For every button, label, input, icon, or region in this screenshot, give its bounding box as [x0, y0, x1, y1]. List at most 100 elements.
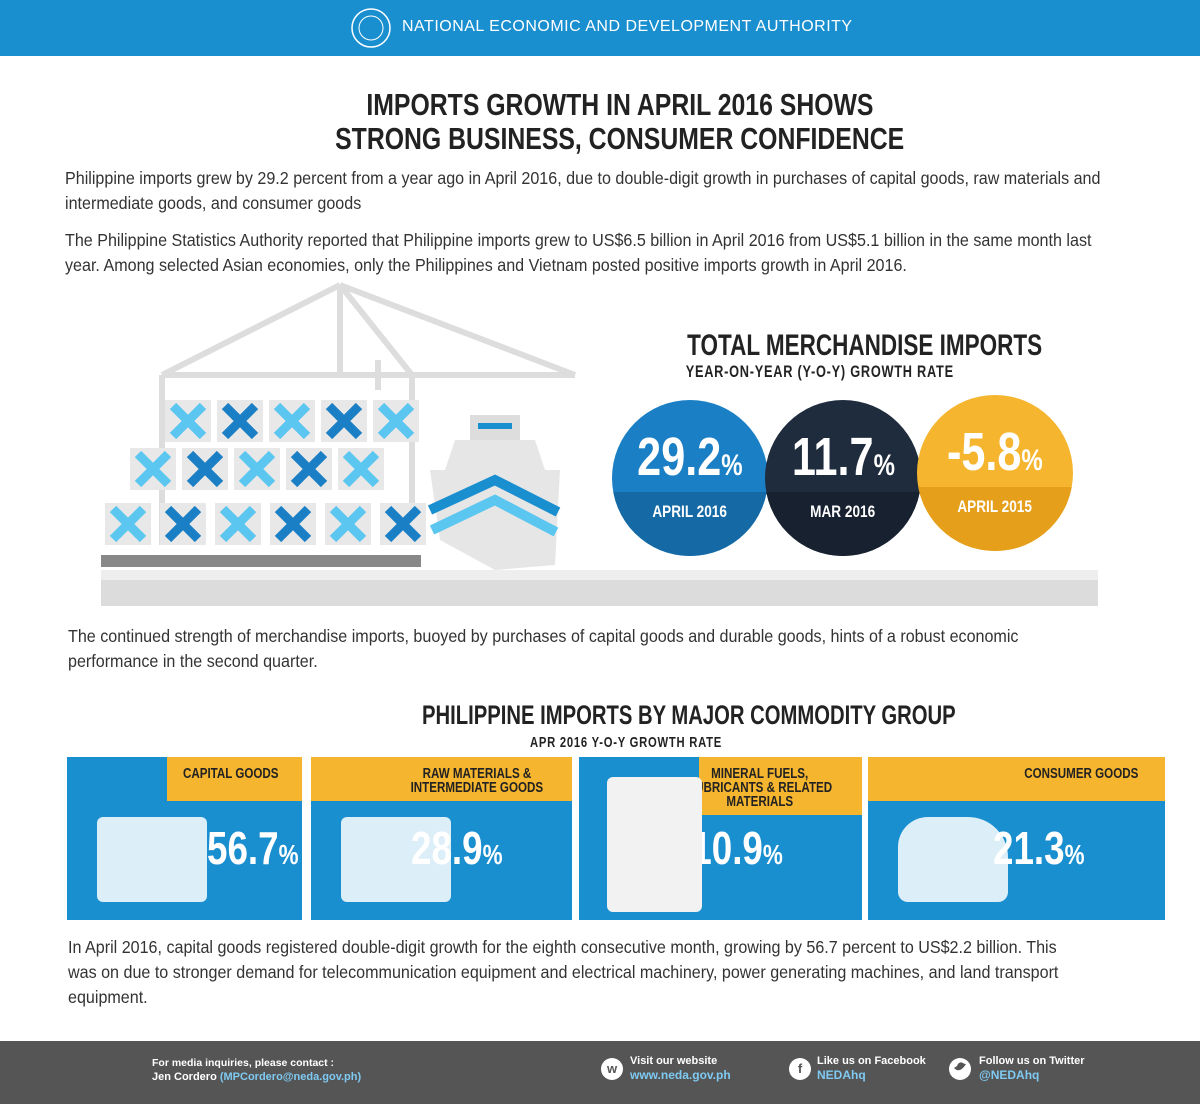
contact-name: Jen Cordero	[152, 1071, 217, 1083]
text: MATERIALS	[726, 794, 794, 810]
contact-email[interactable]: (MPCordero@neda.gov.ph)	[219, 1071, 362, 1083]
icon	[601, 1058, 623, 1080]
group-name: RAW MATERIALS & INTERMEDIATE GOODS	[394, 767, 560, 796]
text: The Philippine Statistics Authority repo…	[65, 230, 1092, 275]
group-icon	[607, 777, 702, 912]
circle-value: 11.7%	[753, 426, 933, 488]
commodity-panel: CONSUMER GOODS 21.3%	[868, 757, 1165, 920]
value: 56.7	[207, 822, 279, 874]
name-line: CAPITAL GOODS	[171, 766, 291, 782]
link-label: Like us on Facebook	[817, 1055, 926, 1067]
section-title: PHILIPPINE IMPORTS BY MAJOR COMMODITY GR…	[333, 700, 956, 731]
section-subtitle: YEAR-ON-YEAR (Y-O-Y) GROWTH RATE	[620, 362, 1020, 382]
text: TOTAL MERCHANDISE IMPORTS	[687, 329, 1043, 362]
unit: %	[1064, 839, 1085, 870]
header-bar	[0, 0, 1200, 56]
text: MINERAL FUELS,	[711, 766, 809, 782]
circle-value: -5.8%	[905, 421, 1085, 483]
contact: Jen Cordero (MPCordero@neda.gov.ph)	[152, 1071, 361, 1083]
container	[217, 400, 263, 442]
text: The continued strength of merchandise im…	[68, 626, 1019, 671]
text: YEAR-ON-YEAR (Y-O-Y) GROWTH RATE	[685, 362, 955, 381]
panel-header	[167, 757, 302, 801]
link-label: Visit our website	[630, 1055, 718, 1067]
paragraph: Philippine imports grew by 29.2 percent …	[65, 166, 1200, 216]
containers	[105, 400, 426, 545]
footer-bar	[0, 1041, 1200, 1104]
value: -5.8	[947, 422, 1022, 482]
name-line: LUBRICANTS & RELATED	[670, 780, 850, 796]
circle-label: APRIL 2015	[915, 497, 1075, 517]
group-name: CONSUMER GOODS	[1010, 767, 1153, 782]
container	[325, 503, 371, 545]
dock	[101, 555, 421, 567]
panel-header	[868, 757, 1165, 801]
container	[286, 448, 332, 490]
unit: %	[482, 839, 503, 870]
unit: %	[873, 449, 895, 482]
section-subtitle: APR 2016 Y-O-Y GROWTH RATE	[426, 734, 826, 751]
twitter-icon	[954, 1062, 966, 1071]
value-wrap: 56.7%	[207, 821, 299, 875]
title-line: STRONG BUSINESS, CONSUMER CONFIDENCE	[335, 121, 905, 156]
container	[234, 448, 280, 490]
link-value[interactable]: www.neda.gov.ph	[630, 1068, 731, 1082]
unit: %	[721, 449, 743, 482]
container	[380, 503, 426, 545]
value-wrap: 11.7%	[791, 426, 894, 488]
container	[215, 503, 261, 545]
link-value[interactable]: NEDAhq	[817, 1068, 866, 1082]
name-line: INTERMEDIATE GOODS	[394, 780, 560, 796]
logo	[351, 8, 391, 48]
container	[373, 400, 419, 442]
container	[182, 448, 228, 490]
text: CAPITAL GOODS	[182, 766, 279, 782]
label: APRIL 2015	[957, 497, 1033, 516]
container	[338, 448, 384, 490]
value-wrap: 29.2%	[637, 426, 742, 488]
text: LUBRICANTS & RELATED	[687, 780, 832, 796]
label: MAR 2016	[810, 502, 876, 521]
org-name: NATIONAL ECONOMIC AND DEVELOPMENT AUTHOR…	[402, 18, 853, 35]
text: PHILIPPINE IMPORTS BY MAJOR COMMODITY GR…	[421, 700, 956, 730]
ship	[427, 415, 561, 570]
panel-header	[699, 757, 862, 815]
icon-letter: f	[797, 1061, 803, 1076]
paragraph: The Philippine Statistics Authority repo…	[65, 228, 1200, 278]
container	[105, 503, 151, 545]
ground-top	[101, 570, 1098, 580]
group-name: CAPITAL GOODS	[171, 766, 291, 782]
link-value[interactable]: @NEDAhq	[979, 1068, 1040, 1082]
text: Philippine imports grew by 29.2 percent …	[65, 168, 1101, 213]
unit: %	[278, 839, 299, 870]
name-line: RAW MATERIALS &	[394, 767, 560, 782]
paragraph: The continued strength of merchandise im…	[68, 624, 1168, 674]
group-value: 56.7%	[207, 821, 302, 875]
text: In April 2016, capital goods registered …	[68, 937, 1059, 1007]
commodity-panel: CAPITAL GOODS 56.7%	[67, 757, 302, 920]
value: 11.7	[791, 427, 874, 487]
unit: %	[762, 839, 783, 870]
icon	[789, 1058, 811, 1080]
panel-header	[311, 757, 572, 801]
circle-value: 29.2%	[600, 426, 780, 488]
container	[269, 400, 315, 442]
group-icon	[898, 817, 1008, 902]
container	[270, 503, 316, 545]
paragraph: In April 2016, capital goods registered …	[68, 935, 1178, 1010]
name-line: MINERAL FUELS,	[670, 766, 850, 782]
commodity-panel: MINERAL FUELS, LUBRICANTS & RELATED MATERI…	[579, 757, 862, 920]
icon-letter: w	[606, 1061, 618, 1076]
text: INTERMEDIATE GOODS	[410, 780, 544, 796]
label: APRIL 2016	[652, 502, 728, 521]
commodity-panel: RAW MATERIALS &INTERMEDIATE GOODS28.9%	[311, 757, 572, 920]
logo-inner	[358, 15, 384, 41]
unit: %	[1021, 444, 1043, 477]
link-label: Follow us on Twitter	[979, 1055, 1085, 1067]
title: IMPORTS GROWTH IN APRIL 2016 SHOWS STRON…	[0, 88, 1200, 156]
value: 29.2	[637, 427, 722, 487]
contact-label: For media inquiries, please contact :	[152, 1057, 335, 1069]
group-icon	[341, 817, 451, 902]
